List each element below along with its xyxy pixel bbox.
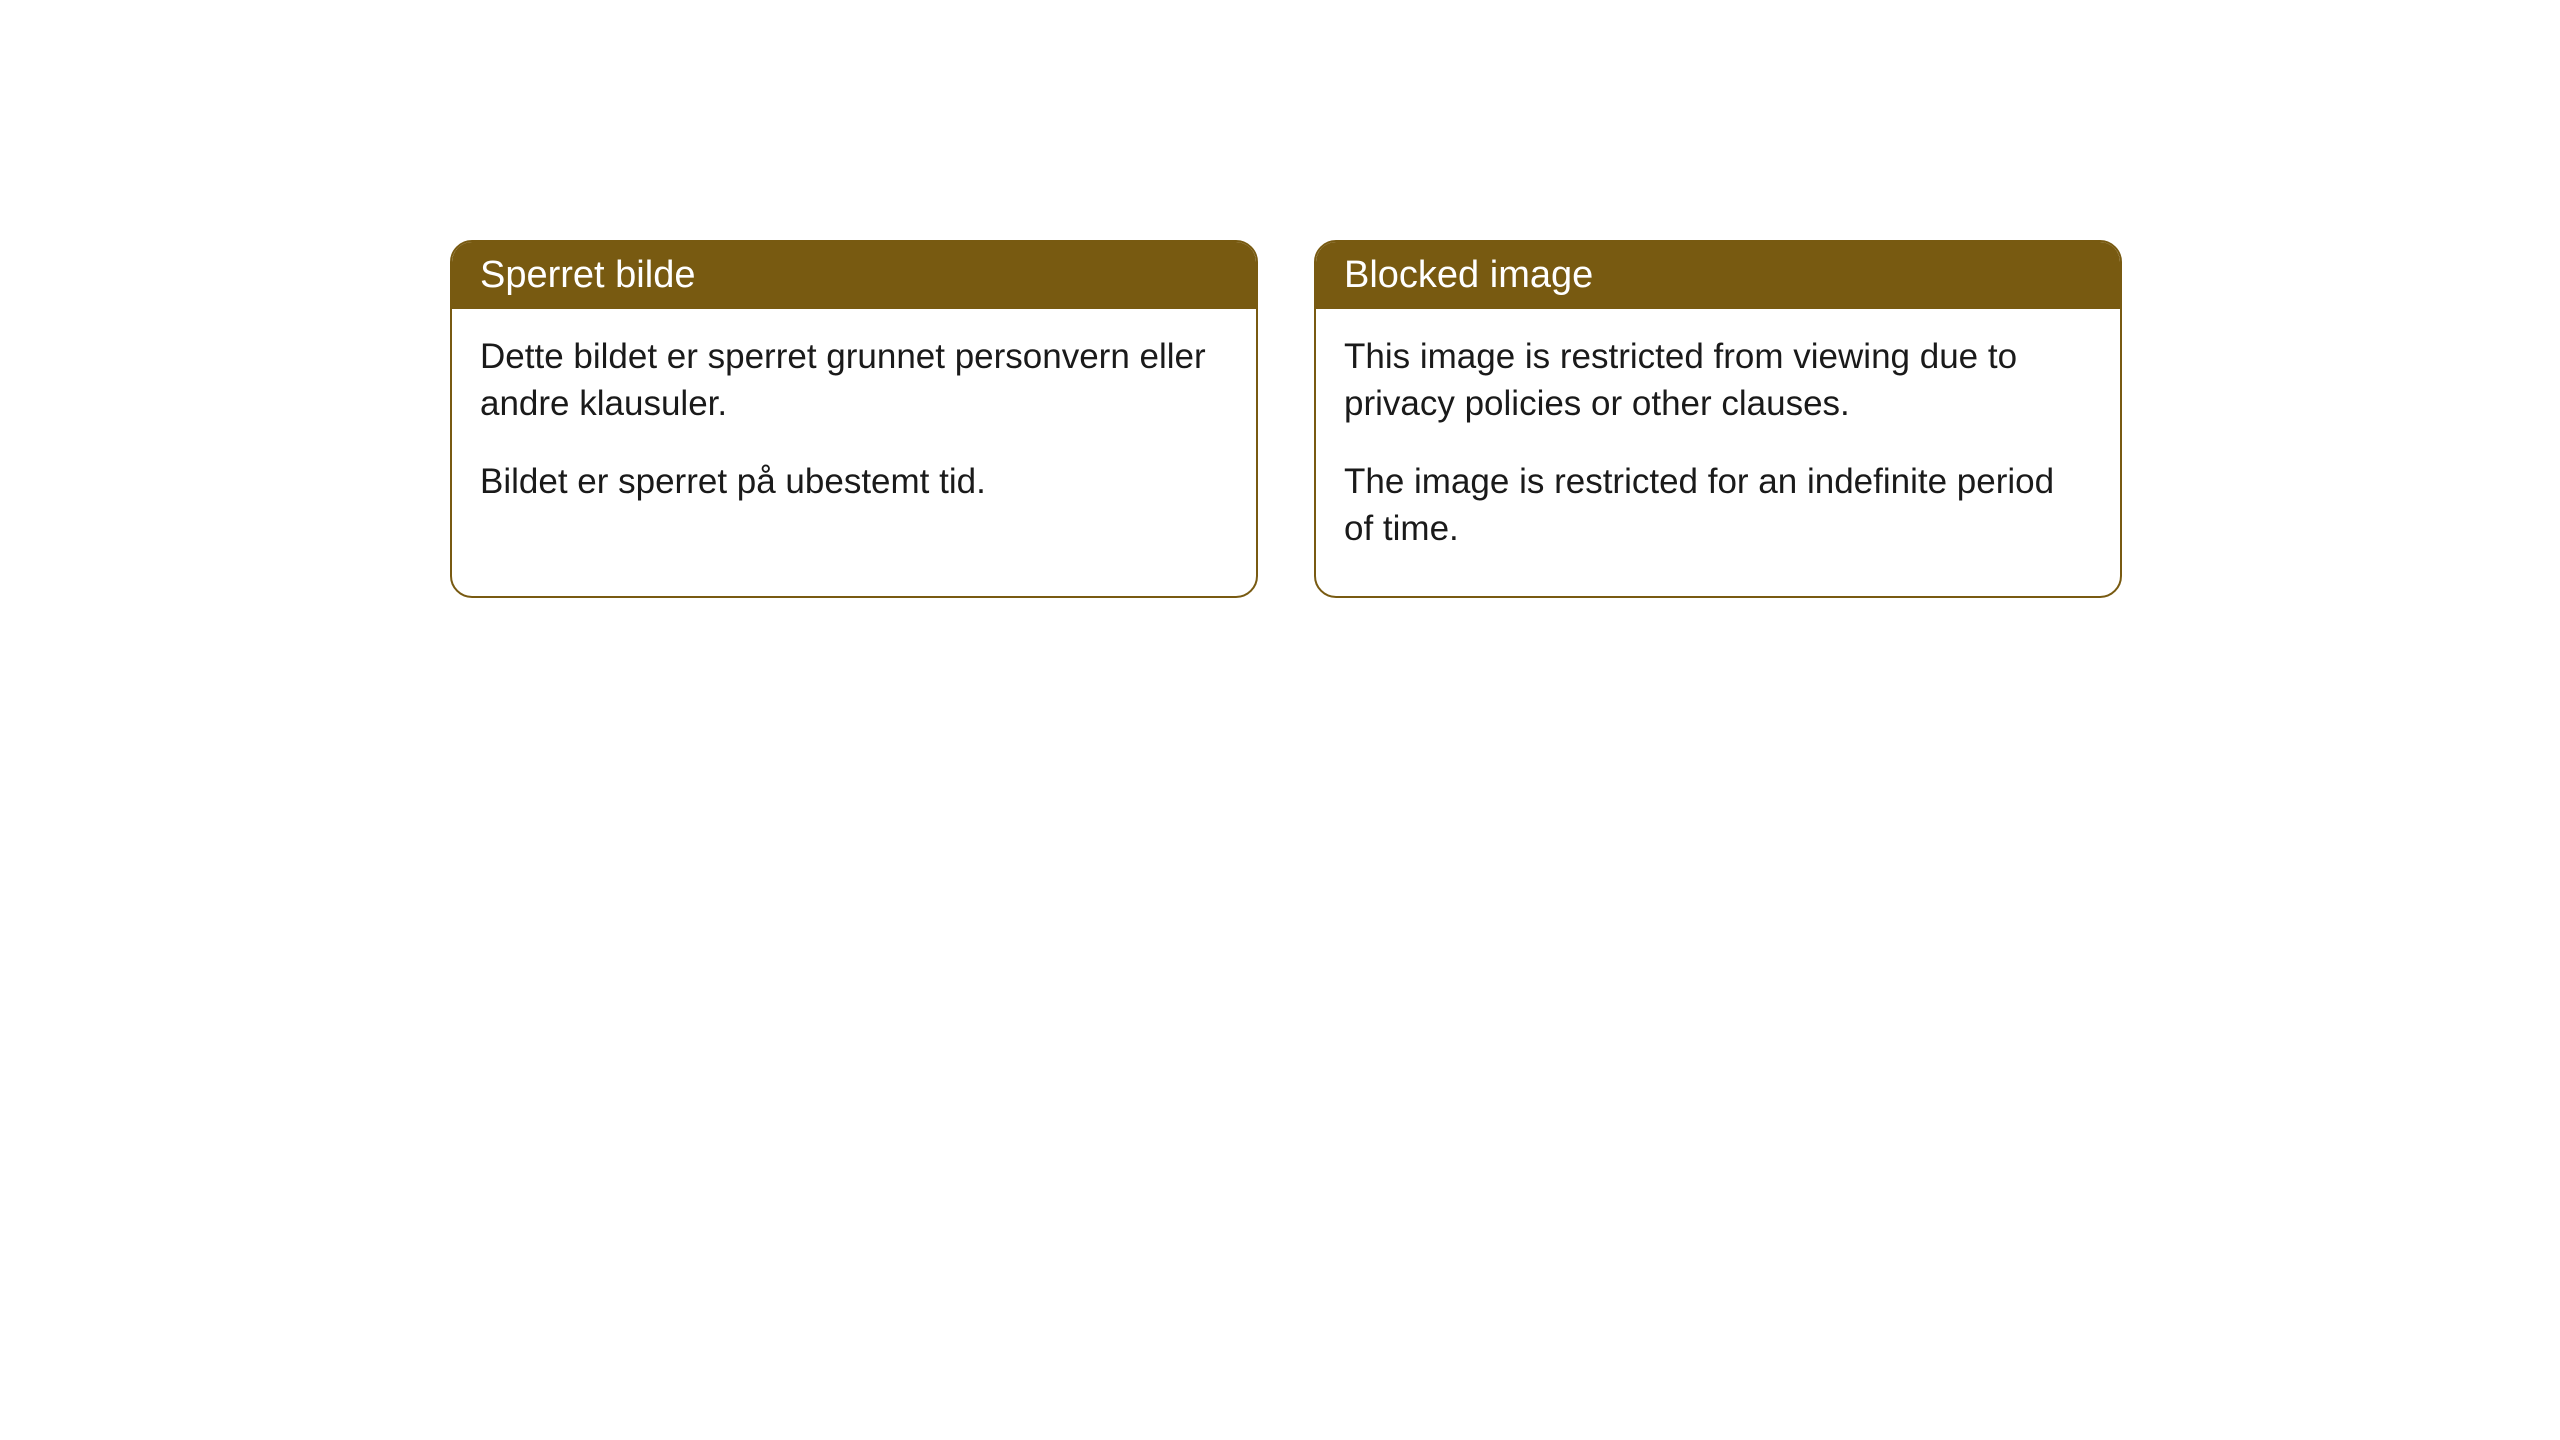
card-paragraph: Dette bildet er sperret grunnet personve…	[480, 333, 1228, 428]
notice-cards-container: Sperret bilde Dette bildet er sperret gr…	[450, 240, 2122, 598]
card-paragraph: Bildet er sperret på ubestemt tid.	[480, 458, 1228, 505]
card-header: Blocked image	[1316, 242, 2120, 309]
card-body: Dette bildet er sperret grunnet personve…	[452, 309, 1256, 549]
card-title: Blocked image	[1344, 254, 1593, 296]
card-body: This image is restricted from viewing du…	[1316, 309, 2120, 596]
card-header: Sperret bilde	[452, 242, 1256, 309]
notice-card-norwegian: Sperret bilde Dette bildet er sperret gr…	[450, 240, 1258, 598]
card-title: Sperret bilde	[480, 254, 695, 296]
notice-card-english: Blocked image This image is restricted f…	[1314, 240, 2122, 598]
card-paragraph: The image is restricted for an indefinit…	[1344, 458, 2092, 553]
card-paragraph: This image is restricted from viewing du…	[1344, 333, 2092, 428]
